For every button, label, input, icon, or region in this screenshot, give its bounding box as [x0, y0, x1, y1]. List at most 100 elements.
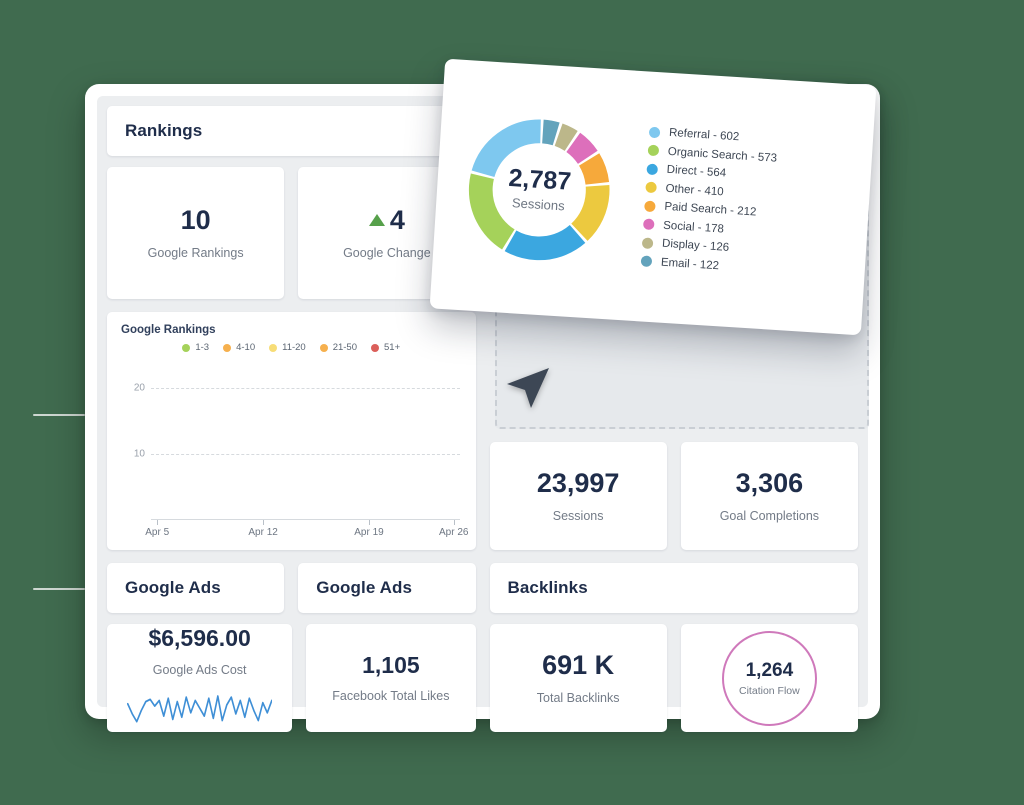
bars-container [153, 361, 458, 519]
analytics-kpi-row: 23,997 Sessions 3,306 Goal Completions [489, 442, 858, 550]
kpi-value-google-change-wrap: 4 [368, 204, 405, 236]
legend-dot-icon [319, 343, 328, 352]
chart-card-google-rankings[interactable]: Google Rankings 1-3 4-10 11-20 21-50 51+ 10 2… [107, 312, 476, 550]
x-axis-tick [157, 520, 159, 525]
x-axis-tick-label: Apr 19 [354, 527, 384, 538]
donut-legend-dot-icon [648, 126, 661, 139]
y-axis-tick-label: 20 [133, 382, 145, 393]
donut-legend-dot-icon [645, 181, 657, 194]
panel-title-rankings: Rankings [125, 121, 203, 140]
legend-item-1: 4-10 [223, 342, 255, 353]
kpi-value-sessions: 23,997 [536, 467, 620, 498]
panel-title-backlinks: Backlinks [507, 578, 588, 597]
panel-header-google-ads-left[interactable]: Google Ads [107, 563, 285, 613]
donut-segment[interactable] [468, 119, 610, 261]
donut-legend-label: Email - 122 [660, 256, 720, 273]
donut-legend-label: Other - 410 [665, 182, 724, 199]
citation-flow-gauge: 1,264 Citation Flow [721, 630, 817, 726]
kpi-label-total-backlinks: Total Backlinks [536, 691, 620, 706]
legend-dot-icon [371, 343, 380, 352]
donut-legend-dot-icon [640, 255, 653, 268]
kpi-label-citation-flow: Citation Flow [739, 684, 800, 697]
backlinks-kpi-row: 691 K Total Backlinks 1,264 Citation Flo… [489, 624, 858, 732]
donut-legend: Referral - 602 Organic Search - 573 Direct… [629, 125, 859, 280]
dashboard-grid: Rankings 10 Google Rankings 4 Google Cha… [107, 106, 858, 732]
chart-title-google-rankings: Google Rankings [121, 324, 216, 336]
panel-header-rankings[interactable]: Rankings [107, 106, 476, 156]
donut-legend-label: Referral - 602 [668, 127, 740, 144]
legend-dot-icon [269, 343, 278, 352]
donut-legend-dot-icon [644, 200, 656, 212]
mouse-cursor-icon [501, 358, 555, 417]
donut-legend-label: Paid Search - 212 [664, 200, 757, 219]
chart-plot-area: 10 20 [121, 361, 462, 520]
donut-segment[interactable] [468, 119, 610, 261]
donut-legend-label: Social - 178 [662, 219, 725, 236]
donut-chart-container: 2,787 Sessions [440, 105, 638, 274]
x-axis-tick-label: Apr 26 [439, 527, 469, 538]
donut-legend-dot-icon [646, 163, 659, 175]
donut-legend-dot-icon [641, 237, 654, 249]
left-edge-mark-bottom [33, 588, 85, 590]
panel-title-google-ads-left: Google Ads [125, 578, 221, 597]
legend-label: 21-50 [332, 342, 358, 353]
x-axis-tick [263, 520, 265, 525]
legend-item-3: 21-50 [319, 342, 358, 353]
donut-segment[interactable] [468, 119, 610, 261]
kpi-value-google-ads-cost: $6,596.00 [148, 625, 251, 652]
kpi-card-facebook-total-likes[interactable]: 1,105 Facebook Total Likes [306, 624, 476, 732]
chart-legend-google-rankings: 1-3 4-10 11-20 21-50 51+ [121, 342, 462, 353]
dragged-widget-sessions-donut[interactable]: 2,787 Sessions Referral - 602 Organic Sea… [429, 58, 877, 336]
donut-legend-dot-icon [642, 218, 655, 231]
kpi-label-goal-completions: Goal Completions [719, 509, 820, 524]
kpi-value-total-backlinks: 691 K [542, 649, 615, 680]
triangle-up-icon [368, 213, 385, 226]
donut-svg [468, 119, 610, 261]
donut-legend-label: Organic Search - 573 [667, 145, 778, 165]
left-edge-mark-top [33, 414, 85, 416]
panel-header-google-ads-right[interactable]: Google Ads [298, 563, 476, 613]
chart-x-axis: Apr 5 Apr 12 Apr 19 Apr 26 [145, 520, 468, 542]
x-axis-tick [369, 520, 370, 525]
donut-legend-dot-icon [647, 144, 660, 157]
y-axis-tick-label: 10 [133, 448, 145, 460]
donut-legend-label: Display - 126 [661, 237, 730, 255]
donut-chart: 2,787 Sessions [455, 106, 623, 274]
kpi-value-goal-completions: 3,306 [735, 467, 804, 498]
sparkline-google-ads-cost [126, 691, 273, 730]
gridline [151, 387, 460, 389]
rankings-kpi-row: 10 Google Rankings 4 Google Change [107, 167, 476, 299]
legend-label: 51+ [384, 342, 401, 353]
kpi-label-google-ads-cost: Google Ads Cost [152, 662, 247, 677]
kpi-value-google-rankings: 10 [180, 204, 211, 235]
kpi-label-google-rankings: Google Rankings [147, 246, 244, 261]
x-axis-tick-label: Apr 12 [248, 527, 278, 538]
legend-label: 4-10 [236, 342, 256, 353]
kpi-label-facebook-total-likes: Facebook Total Likes [332, 689, 450, 704]
left-column: Rankings 10 Google Rankings 4 Google Cha… [107, 106, 476, 732]
kpi-label-sessions: Sessions [552, 509, 604, 524]
kpi-value-citation-flow: 1,264 [745, 659, 794, 681]
kpi-card-sessions[interactable]: 23,997 Sessions [489, 442, 667, 550]
kpi-card-citation-flow[interactable]: 1,264 Citation Flow [680, 624, 858, 732]
kpi-card-goal-completions[interactable]: 3,306 Goal Completions [680, 442, 858, 550]
kpi-card-total-backlinks[interactable]: 691 K Total Backlinks [489, 624, 667, 732]
legend-item-0: 1-3 [182, 342, 209, 353]
gridline [151, 453, 460, 455]
x-axis-line [151, 519, 460, 520]
legend-item-4: 51+ [371, 342, 400, 353]
kpi-card-google-ads-cost[interactable]: $6,596.00 Google Ads Cost [107, 624, 293, 732]
ads-kpi-row: $6,596.00 Google Ads Cost 1,105 Facebook… [107, 624, 476, 732]
ads-header-row: Google Ads Google Ads [107, 563, 476, 613]
x-axis-tick-label: Apr 5 [145, 527, 170, 538]
kpi-card-google-rankings[interactable]: 10 Google Rankings [107, 167, 285, 299]
legend-label: 1-3 [195, 342, 210, 353]
legend-dot-icon [182, 343, 191, 352]
panel-title-google-ads-right: Google Ads [316, 578, 413, 597]
legend-dot-icon [223, 343, 232, 352]
donut-segment[interactable] [468, 119, 610, 261]
kpi-value-google-change: 4 [389, 204, 405, 235]
donut-legend-label: Direct - 564 [666, 164, 727, 180]
panel-header-backlinks[interactable]: Backlinks [489, 563, 858, 613]
legend-label: 11-20 [282, 342, 306, 353]
